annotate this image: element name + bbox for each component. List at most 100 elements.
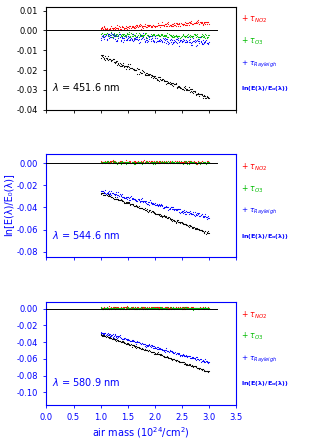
Point xyxy=(126,304,131,311)
Point xyxy=(182,304,188,311)
Point xyxy=(202,211,208,218)
Point xyxy=(176,158,181,166)
Point xyxy=(147,159,153,166)
Point xyxy=(181,305,186,312)
Point xyxy=(125,33,130,40)
Point xyxy=(164,33,170,40)
Point xyxy=(139,205,144,212)
Point xyxy=(136,159,142,166)
Point xyxy=(170,304,175,311)
Point xyxy=(112,158,117,165)
Point xyxy=(163,158,168,165)
Point xyxy=(181,20,186,27)
Point xyxy=(119,62,124,69)
Point xyxy=(166,206,171,213)
Point xyxy=(151,36,156,43)
Point xyxy=(100,32,105,40)
Point xyxy=(169,80,174,87)
Point xyxy=(109,33,115,40)
Point xyxy=(154,303,159,311)
Point xyxy=(200,158,205,165)
Point xyxy=(121,305,126,312)
Point xyxy=(206,230,211,237)
Point xyxy=(115,192,121,199)
Point xyxy=(205,159,210,166)
Point xyxy=(106,32,111,39)
Point xyxy=(104,191,109,198)
Point xyxy=(151,158,156,166)
Point xyxy=(154,31,159,38)
Point xyxy=(149,32,155,40)
Point xyxy=(141,32,147,39)
Point xyxy=(112,335,117,342)
Point xyxy=(154,23,159,30)
Point xyxy=(119,158,124,166)
Point xyxy=(146,32,152,40)
Point xyxy=(151,32,156,39)
Point xyxy=(181,360,186,367)
Point xyxy=(191,363,197,370)
Point xyxy=(183,158,189,165)
Point xyxy=(146,341,152,348)
Point xyxy=(197,305,202,312)
Point xyxy=(196,305,201,312)
Point xyxy=(131,158,137,165)
Point xyxy=(145,158,150,166)
Point xyxy=(121,199,126,206)
Point xyxy=(124,35,129,42)
Point xyxy=(126,337,131,344)
Point xyxy=(152,305,157,312)
Point xyxy=(152,344,158,351)
Point xyxy=(200,304,206,311)
Point xyxy=(113,303,118,311)
Point xyxy=(136,40,142,47)
Point xyxy=(196,159,201,166)
Point xyxy=(173,80,178,87)
Point xyxy=(185,222,191,230)
Point xyxy=(202,32,207,39)
Point xyxy=(157,351,162,358)
Point xyxy=(165,348,170,355)
Point xyxy=(173,32,178,39)
Point xyxy=(132,160,137,167)
Point xyxy=(197,158,203,166)
Point xyxy=(190,21,195,28)
Point xyxy=(146,304,151,311)
Point xyxy=(158,351,164,358)
Point xyxy=(116,197,121,204)
Point xyxy=(117,337,122,344)
Point xyxy=(115,60,121,67)
Point xyxy=(181,304,186,311)
Point xyxy=(107,333,113,340)
Point xyxy=(184,210,189,217)
Point xyxy=(153,158,159,165)
Point xyxy=(151,74,156,81)
Point xyxy=(163,354,168,361)
Point xyxy=(197,19,203,26)
Point xyxy=(153,159,158,166)
Text: + $\tau_{NO2}$: + $\tau_{NO2}$ xyxy=(241,309,268,320)
Point xyxy=(136,195,141,202)
Point xyxy=(119,37,124,44)
Point xyxy=(135,66,141,73)
Point xyxy=(111,159,116,166)
Point xyxy=(206,212,211,219)
Point xyxy=(136,304,141,311)
Point xyxy=(176,305,181,312)
Point xyxy=(196,365,201,372)
Point xyxy=(121,194,126,201)
Point xyxy=(179,85,184,93)
Point xyxy=(109,332,114,339)
Point xyxy=(149,207,155,214)
Point xyxy=(105,304,110,311)
Point xyxy=(178,38,183,45)
Point xyxy=(193,209,198,216)
Point xyxy=(119,305,124,312)
Point xyxy=(198,158,203,166)
Point xyxy=(171,305,177,312)
Point xyxy=(176,358,181,365)
Point xyxy=(139,197,144,204)
Point xyxy=(142,159,148,166)
Point xyxy=(125,61,130,68)
Point xyxy=(135,36,140,43)
